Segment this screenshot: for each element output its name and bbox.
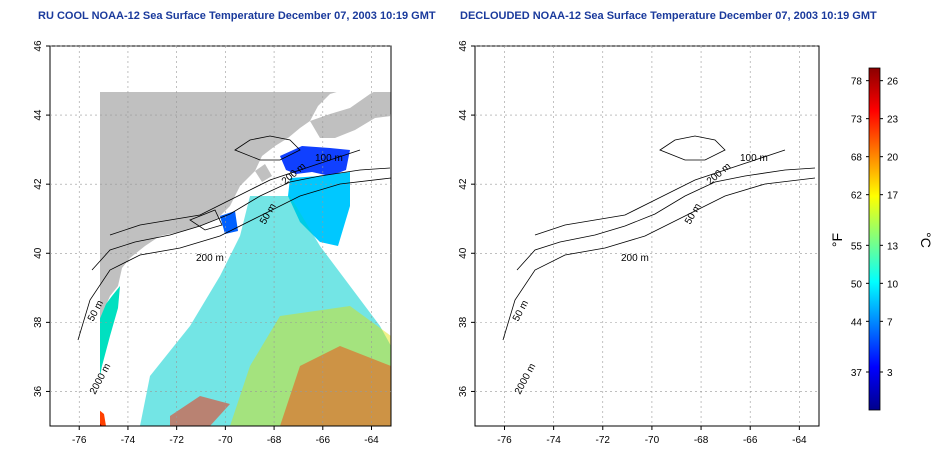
left-axes: -76 -74 -72 -70 -68 -66 -64 36 38 40 42 44 46 bbox=[33, 40, 379, 446]
x-tick-label: -68 bbox=[267, 435, 282, 446]
right-map-panel: -76 -74 -72 -70 -68 -66 -64 36 38 40 42 44 46 50 m 1… bbox=[458, 40, 820, 446]
x-tick-label: -64 bbox=[364, 435, 379, 446]
contour-labels-right: 50 m 100 m 200 m 2000 m 50 m 200 m bbox=[511, 153, 768, 396]
left-grid bbox=[50, 45, 391, 426]
colorbar-label-fahrenheit: 50 bbox=[851, 279, 863, 290]
colorbar-label-fahrenheit: 68 bbox=[851, 153, 863, 164]
contour-label: 200 m bbox=[705, 161, 733, 187]
colorbar-label-fahrenheit: 73 bbox=[851, 115, 863, 126]
contours-left bbox=[77, 135, 392, 341]
x-tick-label: -66 bbox=[743, 435, 758, 446]
colorbar-unit-celsius: °C bbox=[918, 232, 934, 248]
colorbar-label-fahrenheit: 37 bbox=[851, 368, 863, 379]
colorbar-label-fahrenheit: 62 bbox=[851, 191, 863, 202]
colorbar-label-celsius: 3 bbox=[887, 368, 893, 379]
contour-label: 200 m bbox=[196, 253, 224, 264]
colorbar-label-celsius: 26 bbox=[887, 77, 899, 88]
x-tick-label: -74 bbox=[546, 435, 561, 446]
y-tick-label: 42 bbox=[458, 178, 469, 190]
colorbar-label-fahrenheit: 78 bbox=[851, 77, 863, 88]
x-tick-label: -64 bbox=[792, 435, 807, 446]
contours-right bbox=[502, 135, 816, 341]
colorbar-gradient bbox=[868, 67, 881, 411]
colorbar-label-celsius: 17 bbox=[887, 191, 899, 202]
y-tick-label: 36 bbox=[33, 385, 44, 397]
right-grid bbox=[475, 45, 819, 426]
colorbar-unit-fahrenheit: °F bbox=[829, 233, 845, 247]
colorbar: 78 26 73 23 68 20 62 17 55 13 50 10 44 7 37 3 °F °C bbox=[829, 67, 934, 411]
y-tick-label: 36 bbox=[458, 385, 469, 397]
y-tick-label: 40 bbox=[33, 247, 44, 259]
x-tick-label: -70 bbox=[218, 435, 233, 446]
cape-cod bbox=[255, 164, 272, 182]
x-tick-label: -66 bbox=[316, 435, 331, 446]
x-tick-label: -72 bbox=[169, 435, 184, 446]
y-tick-label: 46 bbox=[33, 40, 44, 52]
y-tick-label: 38 bbox=[458, 316, 469, 328]
sst-pixels-left bbox=[100, 146, 391, 426]
right-panel-title: DECLOUDED NOAA-12 Sea Surface Temperatur… bbox=[460, 10, 877, 22]
y-tick-label: 42 bbox=[33, 178, 44, 190]
contour-label: 100 m bbox=[740, 153, 768, 164]
y-tick-label: 44 bbox=[458, 109, 469, 121]
x-tick-label: -76 bbox=[72, 435, 87, 446]
colorbar-label-celsius: 23 bbox=[887, 115, 899, 126]
x-tick-label: -72 bbox=[596, 435, 611, 446]
colorbar-label-fahrenheit: 44 bbox=[851, 317, 863, 328]
x-tick-label: -76 bbox=[497, 435, 512, 446]
sst-pixels-right bbox=[497, 164, 771, 426]
colorbar-label-fahrenheit: 55 bbox=[851, 241, 863, 252]
contour-label: 100 m bbox=[315, 153, 343, 164]
y-tick-label: 38 bbox=[33, 316, 44, 328]
colorbar-label-celsius: 20 bbox=[887, 153, 899, 164]
colorbar-label-celsius: 13 bbox=[887, 241, 899, 252]
nova-scotia bbox=[310, 92, 391, 138]
right-axes: -76 -74 -72 -70 -68 -66 -64 36 38 40 42 44 46 bbox=[458, 40, 807, 446]
contour-label: 50 m bbox=[683, 202, 704, 227]
x-tick-label: -70 bbox=[645, 435, 660, 446]
colorbar-label-celsius: 7 bbox=[887, 317, 893, 328]
left-panel-title: RU COOL NOAA-12 Sea Surface Temperature … bbox=[38, 10, 436, 22]
y-tick-label: 40 bbox=[458, 247, 469, 259]
y-tick-label: 44 bbox=[33, 109, 44, 121]
nova-scotia bbox=[737, 82, 819, 138]
x-tick-label: -74 bbox=[121, 435, 136, 446]
y-tick-label: 46 bbox=[458, 40, 469, 52]
contour-label: 200 m bbox=[621, 253, 649, 264]
colorbar-label-celsius: 10 bbox=[887, 279, 899, 290]
x-tick-label: -68 bbox=[694, 435, 709, 446]
